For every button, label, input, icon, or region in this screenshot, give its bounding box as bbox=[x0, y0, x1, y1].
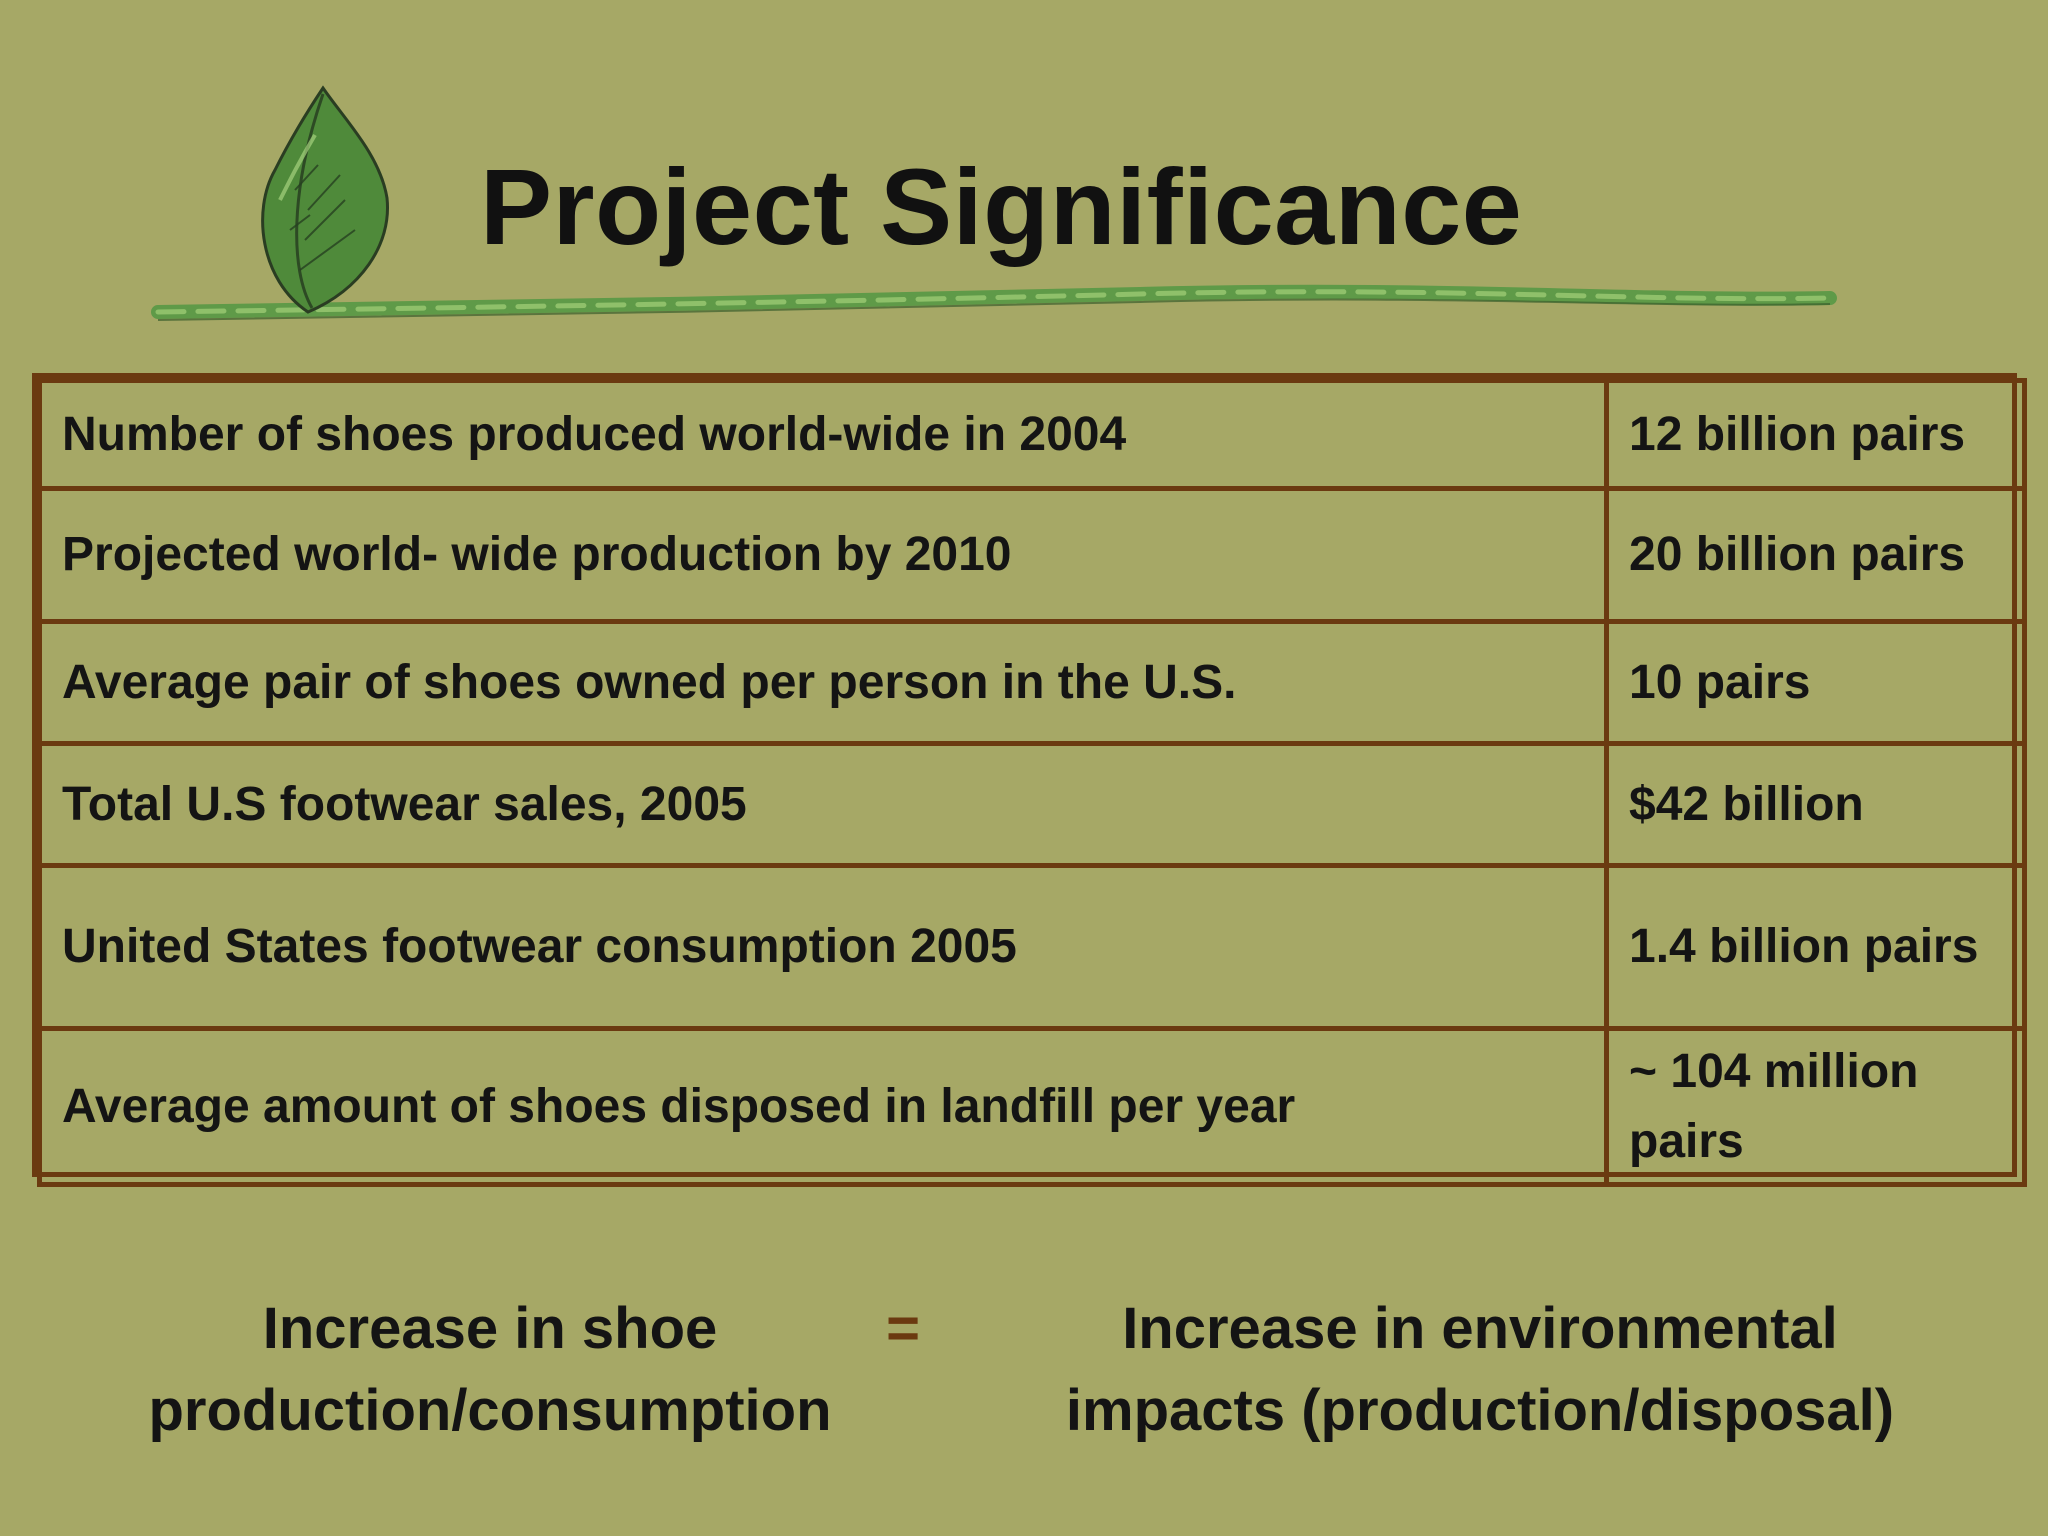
row-label: Number of shoes produced world-wide in 2… bbox=[37, 378, 1609, 491]
row-value: 10 pairs bbox=[1604, 619, 2027, 746]
row-value: 12 billion pairs bbox=[1604, 378, 2027, 491]
row-label: Total U.S footwear sales, 2005 bbox=[37, 741, 1609, 868]
table-row: Number of shoes produced world-wide in 2… bbox=[37, 378, 2027, 491]
row-value-line-2: pairs bbox=[1629, 1114, 1744, 1168]
table-row: Projected world- wide production by 2010… bbox=[37, 486, 2027, 624]
row-label: Average pair of shoes owned per person i… bbox=[37, 619, 1609, 746]
table-row: Average pair of shoes owned per person i… bbox=[37, 619, 2027, 746]
table-row: Total U.S footwear sales, 2005 $42 billi… bbox=[37, 741, 2027, 868]
row-value: 20 billion pairs bbox=[1604, 486, 2027, 624]
table-row: United States footwear consumption 2005 … bbox=[37, 863, 2027, 1031]
statistics-table: Number of shoes produced world-wide in 2… bbox=[32, 373, 2027, 1187]
conclusion-right-line-2: impacts (production/disposal) bbox=[1065, 1378, 1895, 1443]
row-value: $42 billion bbox=[1604, 741, 2027, 868]
conclusion-statement: Increase in shoe production/consumption … bbox=[0, 1288, 2048, 1458]
leaf-icon bbox=[261, 85, 390, 314]
row-label: Projected world- wide production by 2010 bbox=[37, 486, 1609, 624]
conclusion-left: Increase in shoe production/consumption bbox=[100, 1288, 880, 1452]
equals-sign: = bbox=[886, 1296, 920, 1361]
row-label: United States footwear consumption 2005 bbox=[37, 863, 1609, 1031]
page-title: Project Significance bbox=[480, 146, 1523, 267]
row-value: ~ 104 million pairs bbox=[1604, 1026, 2027, 1187]
conclusion-right: Increase in environmental impacts (produ… bbox=[1030, 1288, 1930, 1452]
row-value-line-1: ~ 104 million bbox=[1629, 1044, 1919, 1098]
row-value: 1.4 billion pairs bbox=[1604, 863, 2027, 1031]
conclusion-left-line-2: production/consumption bbox=[148, 1378, 832, 1443]
conclusion-left-line-1: Increase in shoe bbox=[262, 1296, 718, 1361]
row-label: Average amount of shoes disposed in land… bbox=[37, 1026, 1609, 1187]
table-row: Average amount of shoes disposed in land… bbox=[37, 1026, 2027, 1187]
leaf-stem-decoration bbox=[151, 85, 1837, 321]
conclusion-right-line-1: Increase in environmental bbox=[1122, 1296, 1838, 1361]
